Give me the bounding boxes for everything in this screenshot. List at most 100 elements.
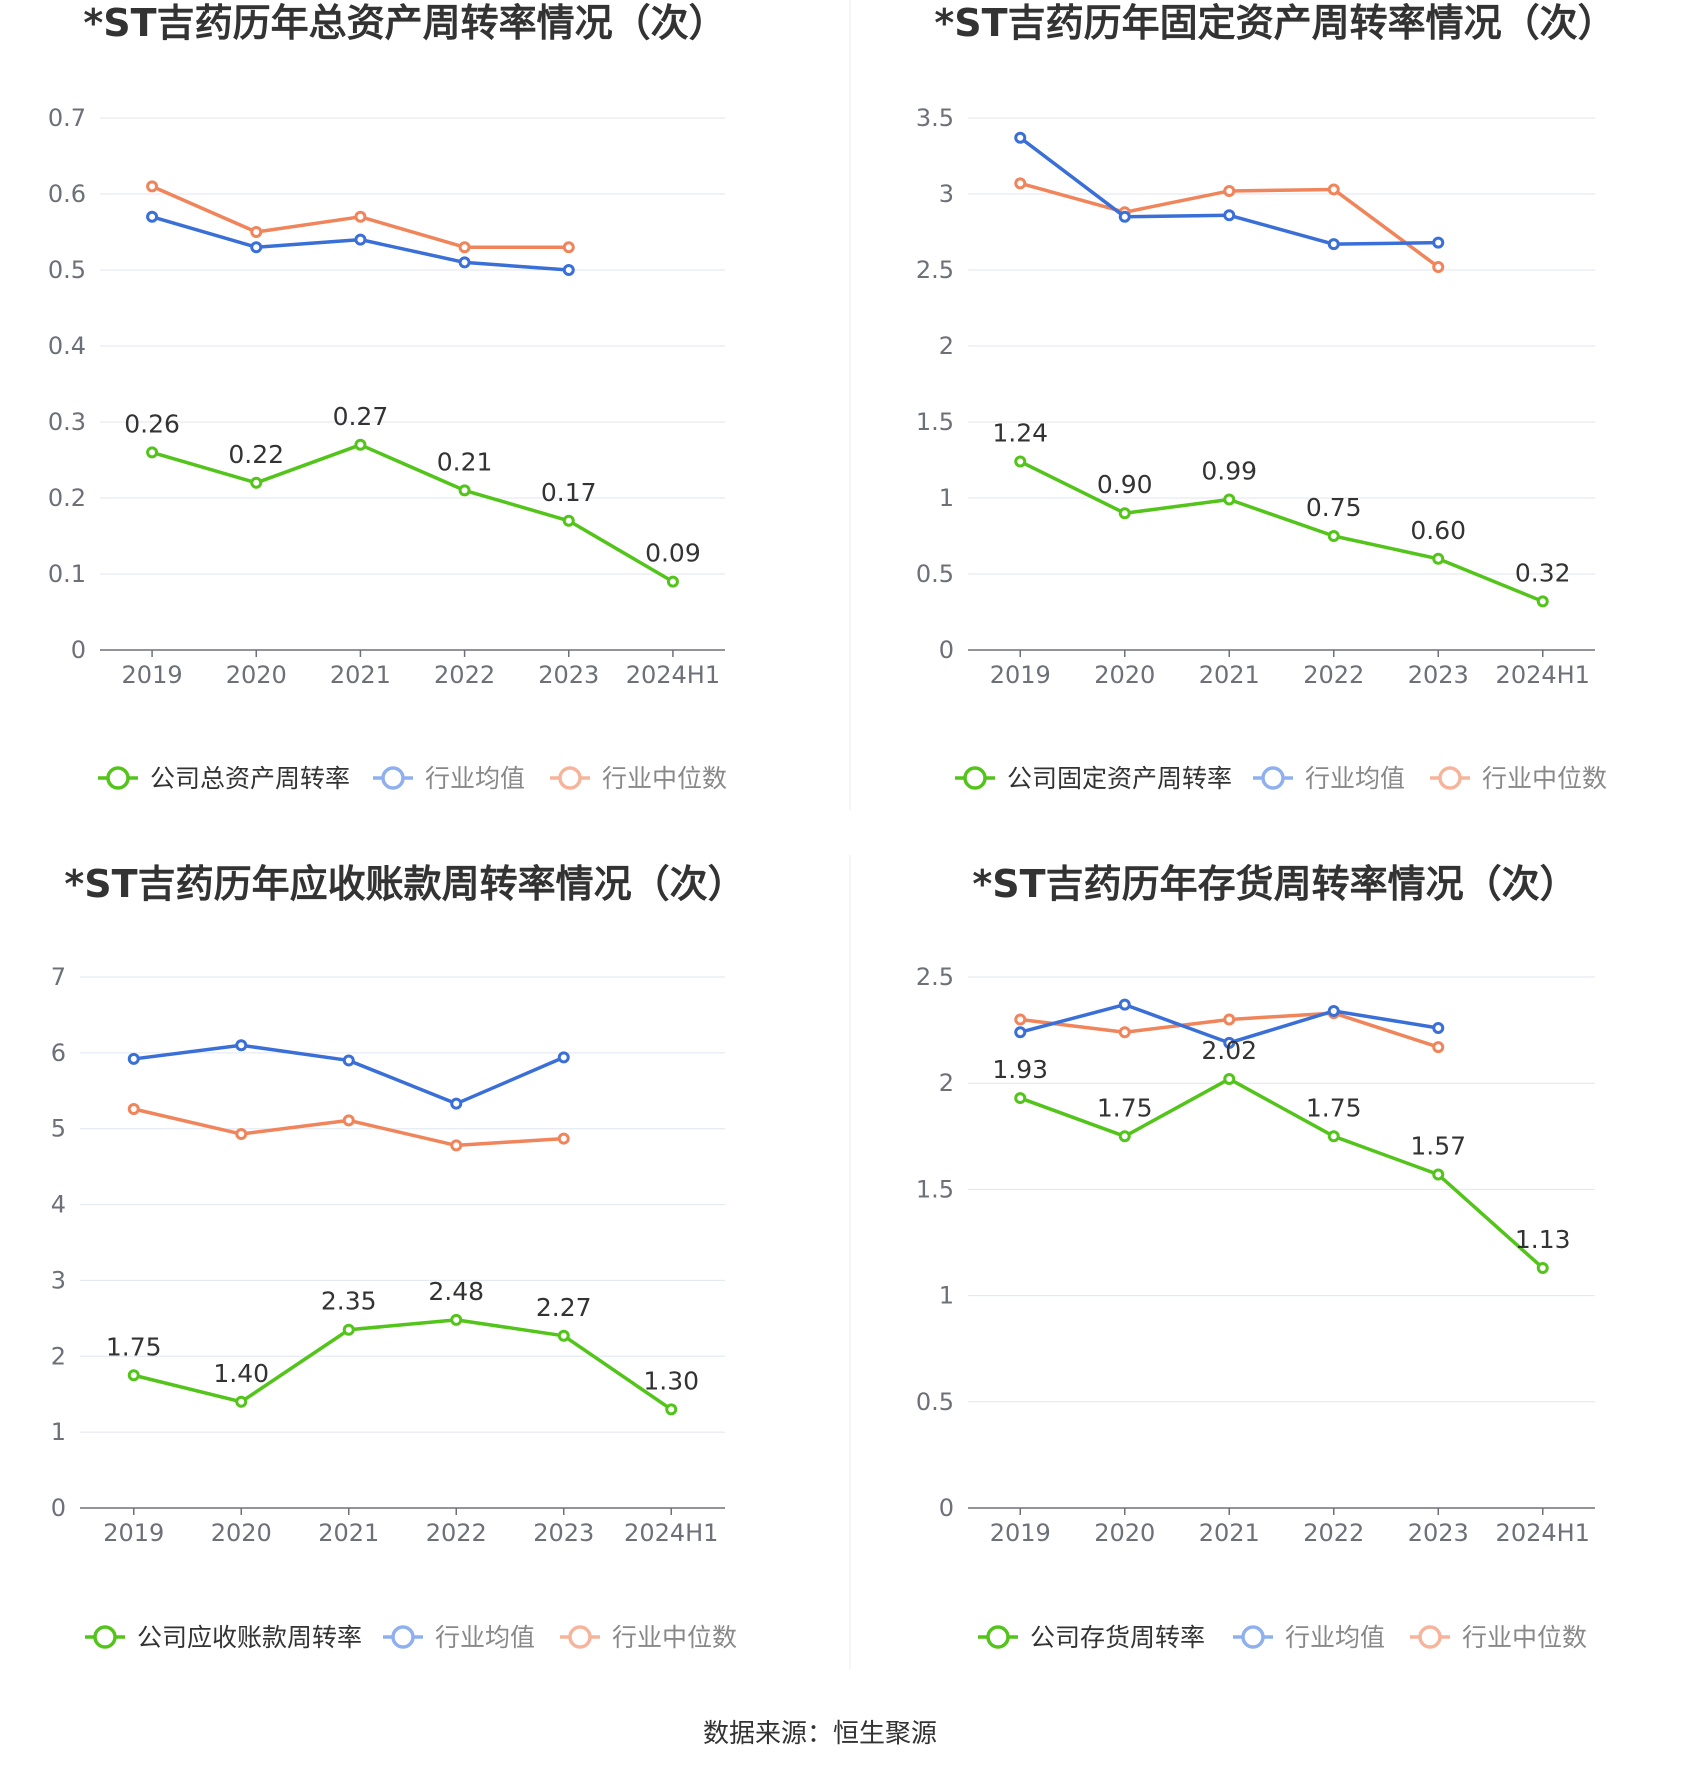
data-label: 1.75 bbox=[106, 1332, 162, 1361]
data-point-average[interactable] bbox=[1432, 1021, 1445, 1034]
data-point-average[interactable] bbox=[1014, 131, 1027, 144]
data-point-average[interactable] bbox=[1118, 998, 1131, 1011]
y-tick-label: 1.5 bbox=[916, 1175, 954, 1203]
legend-item-median[interactable]: 行业中位数 bbox=[1430, 764, 1607, 793]
data-point-median[interactable] bbox=[562, 241, 575, 254]
data-point-average[interactable] bbox=[1118, 210, 1131, 223]
data-point-average[interactable] bbox=[127, 1052, 140, 1065]
data-point-median[interactable] bbox=[1223, 1013, 1236, 1026]
data-point-median[interactable] bbox=[1223, 184, 1236, 197]
data-label: 0.32 bbox=[1515, 558, 1571, 587]
data-point-median[interactable] bbox=[1014, 1013, 1027, 1026]
chart-title: *ST吉药历年应收账款周转率情况（次） bbox=[64, 862, 745, 906]
data-point-average[interactable] bbox=[250, 241, 263, 254]
data-point-company[interactable] bbox=[1327, 530, 1340, 542]
data-point-company[interactable] bbox=[1432, 552, 1445, 565]
data-point-average[interactable] bbox=[1327, 1004, 1340, 1017]
legend-item-median[interactable]: 行业中位数 bbox=[550, 764, 727, 793]
y-tick-label: 0.2 bbox=[48, 484, 86, 512]
legend-marker bbox=[1261, 766, 1285, 790]
data-point-company[interactable] bbox=[458, 484, 471, 497]
data-point-company[interactable] bbox=[127, 1369, 140, 1382]
data-point-median[interactable] bbox=[235, 1128, 248, 1141]
x-tick-label: 2019 bbox=[990, 1519, 1051, 1547]
data-label: 1.30 bbox=[643, 1366, 699, 1395]
data-point-average[interactable] bbox=[1223, 209, 1236, 222]
data-point-company[interactable] bbox=[665, 1403, 678, 1416]
legend-marker bbox=[391, 1625, 415, 1649]
x-tick-label: 2021 bbox=[1199, 1519, 1260, 1547]
y-tick-label: 0 bbox=[939, 636, 954, 664]
legend-item-company[interactable]: 公司固定资产周转率 bbox=[955, 764, 1232, 793]
data-point-company[interactable] bbox=[1223, 1072, 1236, 1085]
y-tick-label: 0 bbox=[71, 636, 86, 664]
data-point-average[interactable] bbox=[557, 1051, 570, 1064]
legend-marker bbox=[93, 1625, 117, 1649]
data-point-average[interactable] bbox=[235, 1039, 248, 1052]
legend-item-median[interactable]: 行业中位数 bbox=[1410, 1623, 1587, 1652]
legend-item-average[interactable]: 行业均值 bbox=[1233, 1623, 1385, 1652]
data-point-company[interactable] bbox=[450, 1313, 463, 1326]
data-point-company[interactable] bbox=[1014, 1092, 1027, 1105]
data-point-average[interactable] bbox=[1432, 236, 1445, 249]
data-point-average[interactable] bbox=[450, 1097, 463, 1110]
legend: 公司总资产周转率 行业均值 行业中位数 bbox=[98, 764, 727, 793]
legend-item-company[interactable]: 公司存货周转率 bbox=[978, 1623, 1205, 1652]
data-point-median[interactable] bbox=[1327, 183, 1340, 196]
data-point-median[interactable] bbox=[450, 1139, 463, 1152]
data-point-median[interactable] bbox=[458, 241, 471, 254]
data-label: 0.60 bbox=[1410, 516, 1466, 545]
data-point-median[interactable] bbox=[1432, 1041, 1445, 1054]
data-point-median[interactable] bbox=[557, 1132, 570, 1145]
legend-item-average[interactable]: 行业均值 bbox=[373, 764, 525, 793]
data-point-average[interactable] bbox=[354, 233, 367, 246]
data-point-median[interactable] bbox=[250, 226, 263, 238]
data-point-company[interactable] bbox=[562, 514, 575, 527]
data-point-company[interactable] bbox=[342, 1323, 355, 1336]
data-source-label: 数据来源：恒生聚源 bbox=[703, 1719, 937, 1749]
legend-item-company[interactable]: 公司总资产周转率 bbox=[98, 764, 350, 793]
x-tick-label: 2023 bbox=[1408, 661, 1469, 689]
data-point-median[interactable] bbox=[354, 210, 367, 223]
data-label: 0.26 bbox=[124, 409, 180, 438]
data-point-company[interactable] bbox=[1118, 507, 1131, 520]
series-line-company bbox=[133, 1318, 673, 1411]
legend-label: 行业中位数 bbox=[612, 1623, 737, 1652]
legend-item-company[interactable]: 公司应收账款周转率 bbox=[85, 1623, 362, 1652]
data-point-average[interactable] bbox=[342, 1054, 355, 1067]
data-point-company[interactable] bbox=[1536, 595, 1549, 608]
data-point-company[interactable] bbox=[1118, 1130, 1131, 1143]
data-point-average[interactable] bbox=[562, 264, 575, 276]
series-line-average bbox=[133, 1043, 565, 1106]
data-point-average[interactable] bbox=[1014, 1026, 1027, 1039]
data-point-company[interactable] bbox=[557, 1329, 570, 1342]
data-point-median[interactable] bbox=[342, 1114, 355, 1127]
data-point-company[interactable] bbox=[354, 438, 367, 451]
data-point-median[interactable] bbox=[1432, 260, 1445, 273]
y-tick-label: 1.5 bbox=[916, 408, 954, 436]
data-point-median[interactable] bbox=[127, 1102, 140, 1115]
x-tick-label: 2022 bbox=[1303, 661, 1364, 689]
legend-item-median[interactable]: 行业中位数 bbox=[560, 1623, 737, 1652]
data-point-company[interactable] bbox=[1536, 1261, 1549, 1274]
data-point-median[interactable] bbox=[146, 180, 159, 193]
data-point-company[interactable] bbox=[1327, 1130, 1340, 1143]
data-point-company[interactable] bbox=[666, 575, 679, 588]
data-point-company[interactable] bbox=[1014, 455, 1027, 468]
data-point-company[interactable] bbox=[250, 476, 263, 489]
legend-item-average[interactable]: 行业均值 bbox=[1253, 764, 1405, 793]
data-point-company[interactable] bbox=[235, 1395, 248, 1408]
data-point-median[interactable] bbox=[1118, 1026, 1131, 1039]
data-point-company[interactable] bbox=[1432, 1168, 1445, 1181]
legend-item-average[interactable]: 行业均值 bbox=[383, 1623, 535, 1652]
data-point-company[interactable] bbox=[146, 446, 159, 459]
data-point-average[interactable] bbox=[1327, 238, 1340, 251]
x-tick-label: 2022 bbox=[426, 1519, 487, 1547]
data-point-average[interactable] bbox=[146, 210, 159, 223]
y-tick-label: 0.6 bbox=[48, 180, 86, 208]
chart-title: *ST吉药历年总资产周转率情况（次） bbox=[83, 1, 726, 45]
data-point-average[interactable] bbox=[1223, 1036, 1236, 1049]
data-point-average[interactable] bbox=[458, 256, 471, 269]
data-point-company[interactable] bbox=[1223, 493, 1236, 506]
data-point-median[interactable] bbox=[1014, 177, 1027, 190]
